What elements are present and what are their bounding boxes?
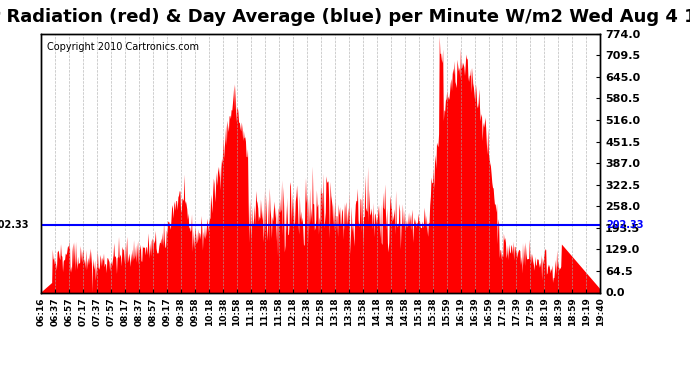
Text: 202.33: 202.33 xyxy=(606,220,643,230)
Text: Copyright 2010 Cartronics.com: Copyright 2010 Cartronics.com xyxy=(47,42,199,51)
Text: 202.33: 202.33 xyxy=(0,220,29,230)
Text: Solar Radiation (red) & Day Average (blue) per Minute W/m2 Wed Aug 4 19:50: Solar Radiation (red) & Day Average (blu… xyxy=(0,8,690,26)
